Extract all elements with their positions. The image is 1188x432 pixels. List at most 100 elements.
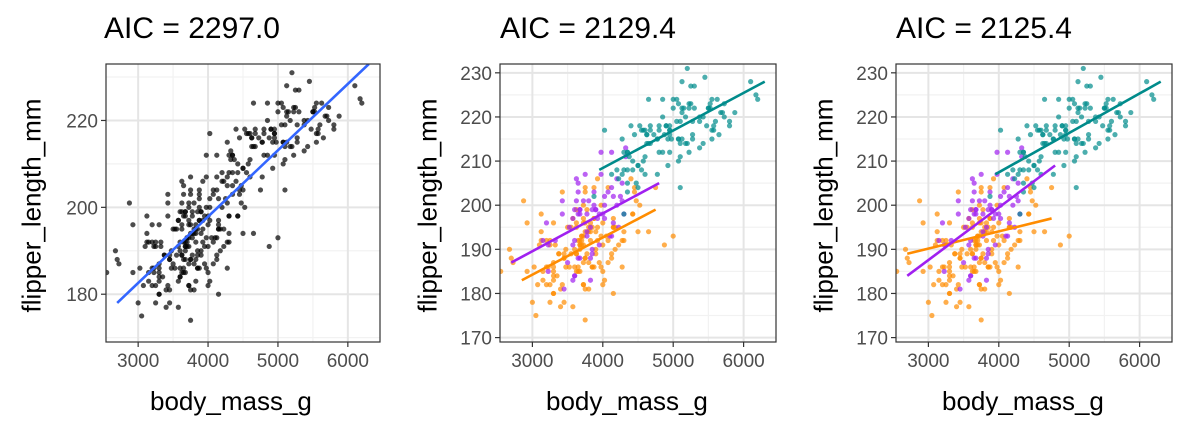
scatter-point bbox=[182, 243, 188, 250]
scatter-point bbox=[165, 282, 171, 289]
scatter-point bbox=[261, 130, 267, 137]
scatter-point bbox=[994, 149, 1000, 155]
scatter-point bbox=[677, 154, 683, 160]
scatter-point bbox=[1036, 158, 1042, 164]
scatter-point bbox=[983, 237, 990, 244]
scatter-point bbox=[205, 282, 211, 289]
scatter-point bbox=[619, 171, 625, 177]
scatter-point bbox=[957, 299, 963, 305]
scatter-point bbox=[249, 143, 255, 150]
scatter-point bbox=[520, 198, 527, 204]
y-tick-label: 220 bbox=[460, 108, 492, 129]
scatter-point bbox=[156, 269, 162, 276]
scatter-point bbox=[952, 251, 958, 257]
scatter-point bbox=[902, 246, 909, 252]
scatter-point bbox=[962, 224, 968, 230]
scatter-point bbox=[978, 255, 984, 261]
scatter-point bbox=[966, 277, 972, 283]
scatter-point bbox=[506, 246, 513, 252]
scatter-point bbox=[187, 174, 194, 180]
scatter-point bbox=[1114, 109, 1120, 116]
scatter-point bbox=[200, 226, 206, 232]
scatter-point bbox=[215, 291, 222, 297]
scatter-point bbox=[973, 268, 979, 274]
scatter-point bbox=[1026, 158, 1032, 164]
scatter-point bbox=[210, 261, 216, 267]
scatter-point bbox=[589, 246, 595, 252]
scatter-point bbox=[587, 237, 594, 244]
scatter-point bbox=[175, 217, 181, 223]
scatter-point bbox=[556, 251, 562, 257]
scatter-point bbox=[266, 135, 272, 141]
scatter-point bbox=[1001, 189, 1007, 195]
scatter-point bbox=[215, 217, 222, 223]
scatter-point bbox=[179, 222, 185, 228]
scatter-point bbox=[936, 237, 942, 244]
scatter-point bbox=[1071, 136, 1078, 142]
scatter-point bbox=[180, 191, 187, 197]
scatter-point bbox=[561, 286, 567, 292]
scatter-point bbox=[214, 235, 220, 241]
scatter-point bbox=[217, 248, 223, 254]
scatter-point bbox=[711, 127, 717, 133]
scatter-point bbox=[198, 230, 204, 237]
scatter-point bbox=[748, 79, 754, 85]
scatter-point bbox=[608, 184, 615, 191]
y-tick-label: 200 bbox=[66, 198, 98, 219]
scatter-point bbox=[601, 215, 608, 222]
scatter-point bbox=[689, 132, 696, 138]
scatter-point bbox=[677, 184, 683, 191]
scatter-point bbox=[137, 265, 143, 271]
scatter-point bbox=[1107, 123, 1113, 129]
scatter-point bbox=[1108, 118, 1115, 124]
scatter-point bbox=[524, 220, 530, 226]
scatter-point bbox=[280, 161, 286, 167]
scatter-point bbox=[236, 135, 243, 141]
scatter-point bbox=[1063, 127, 1069, 133]
panel-2-title: AIC = 2129.4 bbox=[500, 12, 676, 45]
scatter-point bbox=[985, 251, 991, 257]
scatter-point bbox=[243, 169, 250, 176]
scatter-point bbox=[916, 198, 923, 204]
scatter-point bbox=[1029, 198, 1035, 204]
scatter-point bbox=[586, 259, 592, 266]
x-tick-label: 6000 bbox=[1118, 351, 1160, 372]
scatter-point bbox=[144, 213, 150, 219]
scatter-point bbox=[601, 277, 608, 283]
scatter-point bbox=[561, 251, 567, 257]
scatter-point bbox=[214, 252, 220, 258]
scatter-point bbox=[1093, 145, 1099, 151]
scatter-point bbox=[600, 268, 606, 274]
scatter-point bbox=[207, 196, 213, 202]
scatter-point bbox=[177, 248, 183, 254]
scatter-point bbox=[151, 269, 157, 276]
scatter-point bbox=[282, 156, 288, 163]
scatter-point bbox=[312, 104, 318, 111]
scatter-point bbox=[207, 278, 213, 284]
scatter-point bbox=[1017, 229, 1023, 235]
scatter-point bbox=[587, 277, 594, 283]
scatter-point bbox=[624, 180, 631, 186]
panel-1-title: AIC = 2297.0 bbox=[104, 12, 280, 45]
scatter-point bbox=[173, 252, 180, 258]
scatter-point bbox=[1112, 132, 1118, 138]
scatter-point bbox=[577, 237, 583, 244]
scatter-point bbox=[1015, 264, 1021, 270]
scatter-point bbox=[934, 229, 940, 235]
scatter-point bbox=[996, 268, 1002, 274]
scatter-point bbox=[593, 229, 599, 235]
scatter-point bbox=[964, 251, 970, 257]
scatter-point bbox=[529, 299, 535, 305]
scatter-point bbox=[704, 123, 710, 129]
scatter-point bbox=[1004, 171, 1011, 177]
scatter-point bbox=[982, 259, 988, 266]
scatter-point bbox=[1006, 290, 1012, 297]
scatter-point bbox=[621, 237, 627, 244]
scatter-point bbox=[621, 149, 627, 155]
scatter-point bbox=[236, 191, 243, 197]
panel-3-plot: 3000 4000 5000 6000 170 180 190 200 210 220 230 bbox=[856, 63, 1173, 372]
scatter-point bbox=[605, 189, 611, 195]
scatter-point bbox=[149, 222, 155, 228]
scatter-point bbox=[194, 252, 201, 258]
